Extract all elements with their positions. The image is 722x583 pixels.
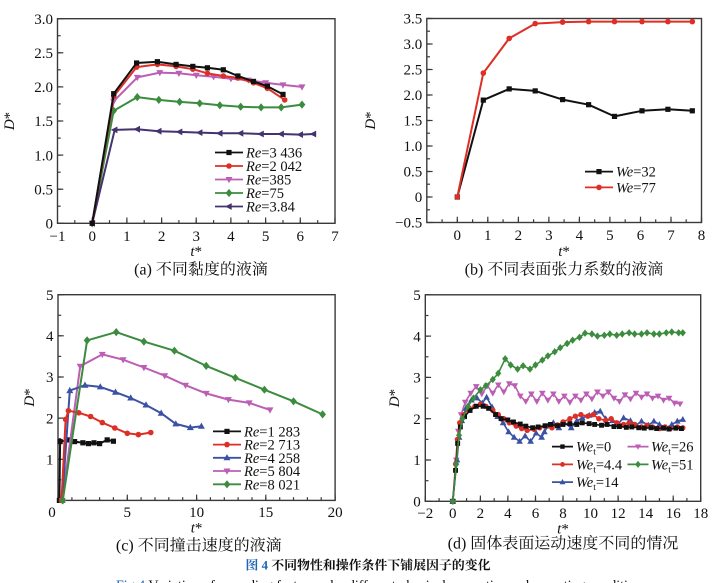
svg-text:3: 3 (413, 371, 421, 387)
svg-text:Re=1 283: Re=1 283 (243, 424, 300, 440)
svg-text:0: 0 (415, 190, 423, 206)
svg-text:8: 8 (698, 228, 706, 244)
svg-text:2: 2 (46, 411, 54, 427)
svg-text:3.0: 3.0 (404, 37, 423, 53)
svg-text:4: 4 (576, 228, 584, 244)
svg-text:Re=2 042: Re=2 042 (245, 159, 302, 175)
svg-text:5: 5 (46, 288, 54, 304)
svg-text:1: 1 (46, 453, 54, 469)
svg-text:3: 3 (192, 229, 200, 245)
svg-text:t*: t* (190, 244, 202, 260)
svg-text:18: 18 (693, 506, 708, 522)
svg-text:2.0: 2.0 (404, 88, 423, 104)
svg-text:3.5: 3.5 (404, 12, 423, 28)
svg-text:1.0: 1.0 (404, 139, 423, 155)
svg-text:0.5: 0.5 (34, 182, 53, 198)
svg-text:8: 8 (559, 506, 567, 522)
svg-text:2: 2 (515, 228, 523, 244)
svg-text:0: 0 (48, 505, 56, 521)
svg-text:Wet=0: Wet=0 (576, 440, 611, 458)
svg-text:D*: D* (363, 111, 379, 130)
svg-text:5: 5 (262, 229, 270, 245)
svg-text:Re=8 021: Re=8 021 (243, 477, 300, 493)
svg-text:Re=5 804: Re=5 804 (243, 464, 301, 480)
svg-text:4: 4 (227, 229, 235, 245)
svg-text:3: 3 (545, 228, 553, 244)
svg-text:4: 4 (413, 329, 421, 345)
svg-text:0.5: 0.5 (404, 165, 423, 181)
svg-text:D*: D* (22, 388, 38, 407)
svg-text:2.5: 2.5 (404, 63, 423, 79)
svg-text:2: 2 (413, 412, 421, 428)
svg-text:0: 0 (449, 506, 457, 522)
svg-text:7: 7 (331, 229, 339, 245)
svg-text:2.5: 2.5 (34, 46, 53, 62)
svg-text:Wet=51: Wet=51 (651, 457, 694, 475)
svg-text:1.5: 1.5 (34, 114, 53, 130)
svg-text:Re=75: Re=75 (245, 186, 284, 202)
svg-text:Wet=26: Wet=26 (651, 440, 694, 458)
svg-text:−0.5: −0.5 (395, 216, 422, 232)
svg-text:t*: t* (558, 244, 570, 260)
svg-text:12: 12 (611, 506, 626, 522)
svg-text:10: 10 (583, 506, 598, 522)
svg-text:5: 5 (124, 505, 132, 521)
svg-text:7: 7 (667, 228, 675, 244)
svg-text:5: 5 (413, 288, 421, 304)
svg-text:15: 15 (258, 505, 273, 521)
svg-text:0: 0 (46, 217, 54, 233)
svg-text:3: 3 (46, 370, 54, 386)
svg-text:t*: t* (191, 521, 203, 537)
svg-text:Wet=14: Wet=14 (576, 475, 619, 493)
svg-text:4: 4 (504, 506, 512, 522)
svg-text:14: 14 (638, 506, 654, 522)
svg-text:−1: −1 (50, 229, 66, 245)
svg-text:Re=2 713: Re=2 713 (243, 438, 300, 454)
svg-text:0: 0 (413, 495, 421, 511)
svg-text:Re=3 436: Re=3 436 (245, 146, 302, 162)
svg-text:4: 4 (46, 329, 54, 345)
svg-text:Fig.4 Variation of spreading f: Fig.4 Variation of spreading factor unde… (116, 579, 647, 583)
svg-text:Re=4 258: Re=4 258 (243, 451, 300, 467)
svg-text:Re=385: Re=385 (245, 173, 291, 189)
svg-text:20: 20 (328, 505, 343, 521)
svg-text:0: 0 (88, 229, 96, 245)
svg-text:D*: D* (387, 389, 403, 408)
svg-text:0: 0 (454, 228, 462, 244)
svg-text:1: 1 (413, 453, 421, 469)
svg-text:We=32: We=32 (616, 165, 656, 181)
svg-text:D*: D* (2, 112, 18, 131)
svg-text:6: 6 (532, 506, 540, 522)
svg-text:6: 6 (297, 229, 305, 245)
svg-text:3.0: 3.0 (34, 12, 53, 28)
svg-text:1: 1 (484, 228, 492, 244)
svg-text:We=77: We=77 (616, 180, 656, 196)
svg-text:−2: −2 (417, 506, 433, 522)
svg-text:Re=3.84: Re=3.84 (245, 200, 296, 216)
svg-text:1: 1 (123, 229, 131, 245)
svg-text:2: 2 (158, 229, 166, 245)
svg-text:6: 6 (637, 228, 645, 244)
svg-text:1.5: 1.5 (404, 114, 423, 130)
svg-text:2: 2 (477, 506, 485, 522)
svg-text:5: 5 (606, 228, 614, 244)
svg-text:Wet=4.4: Wet=4.4 (576, 457, 623, 475)
svg-text:16: 16 (666, 506, 682, 522)
svg-text:2.0: 2.0 (34, 80, 53, 96)
svg-text:1.0: 1.0 (34, 148, 53, 164)
svg-text:t*: t* (557, 522, 569, 538)
svg-text:10: 10 (189, 505, 204, 521)
